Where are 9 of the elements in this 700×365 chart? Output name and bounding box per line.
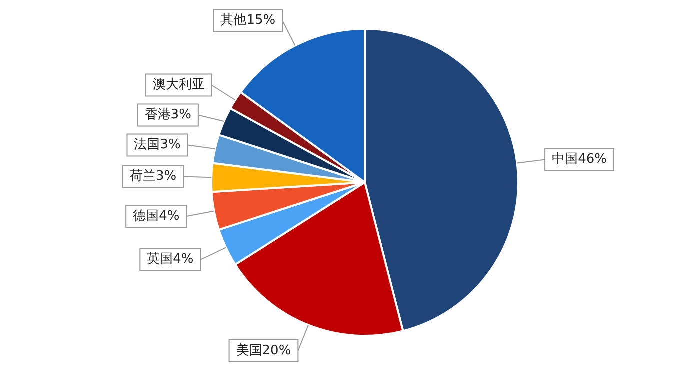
slice-label: 法国3%: [134, 138, 181, 153]
slice-label: 香港3%: [144, 108, 192, 123]
slice-label: 中国46%: [552, 152, 607, 168]
slice-label: 美国20%: [236, 342, 292, 358]
slice-label: 德国4%: [133, 208, 180, 224]
slice-label: 荷兰3%: [130, 169, 177, 184]
slice-label: 其他15%: [220, 13, 276, 28]
slice-label: 英国4%: [147, 252, 194, 268]
slice-label: 澳大利亚: [152, 78, 205, 93]
